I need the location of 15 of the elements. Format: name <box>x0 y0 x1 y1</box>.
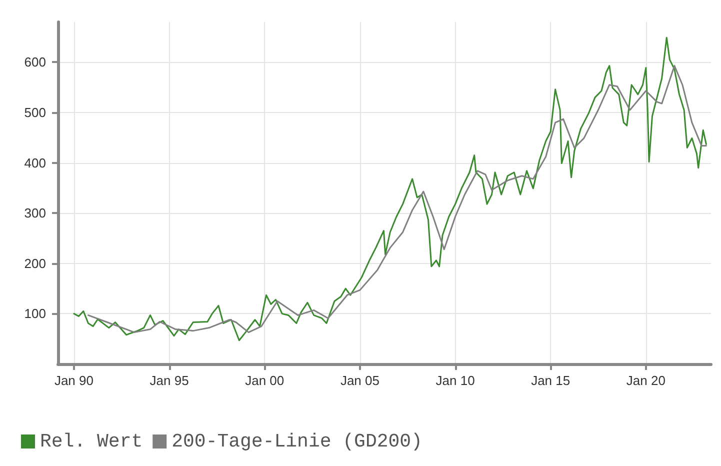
legend-label: 200-Tage-Linie (GD200) <box>172 430 422 452</box>
x-tick-label: Jan 05 <box>340 373 380 388</box>
y-tick-label: 600 <box>24 54 46 70</box>
x-tick-label: Jan 95 <box>150 373 189 388</box>
x-tick-label: Jan 15 <box>531 373 570 388</box>
y-tick-label: 300 <box>24 206 46 221</box>
x-tick-label: Jan 20 <box>626 373 666 388</box>
y-tick-label: 400 <box>24 155 46 170</box>
y-tick-label: 100 <box>24 306 46 322</box>
x-tick-label: Jan 90 <box>54 373 94 388</box>
y-tick-label: 500 <box>24 105 46 120</box>
x-tick-label: Jan 00 <box>245 373 284 388</box>
x-tick-label: Jan 10 <box>436 373 475 388</box>
legend-label: Rel. Wert <box>40 430 143 452</box>
y-tick-label: 200 <box>24 256 46 271</box>
